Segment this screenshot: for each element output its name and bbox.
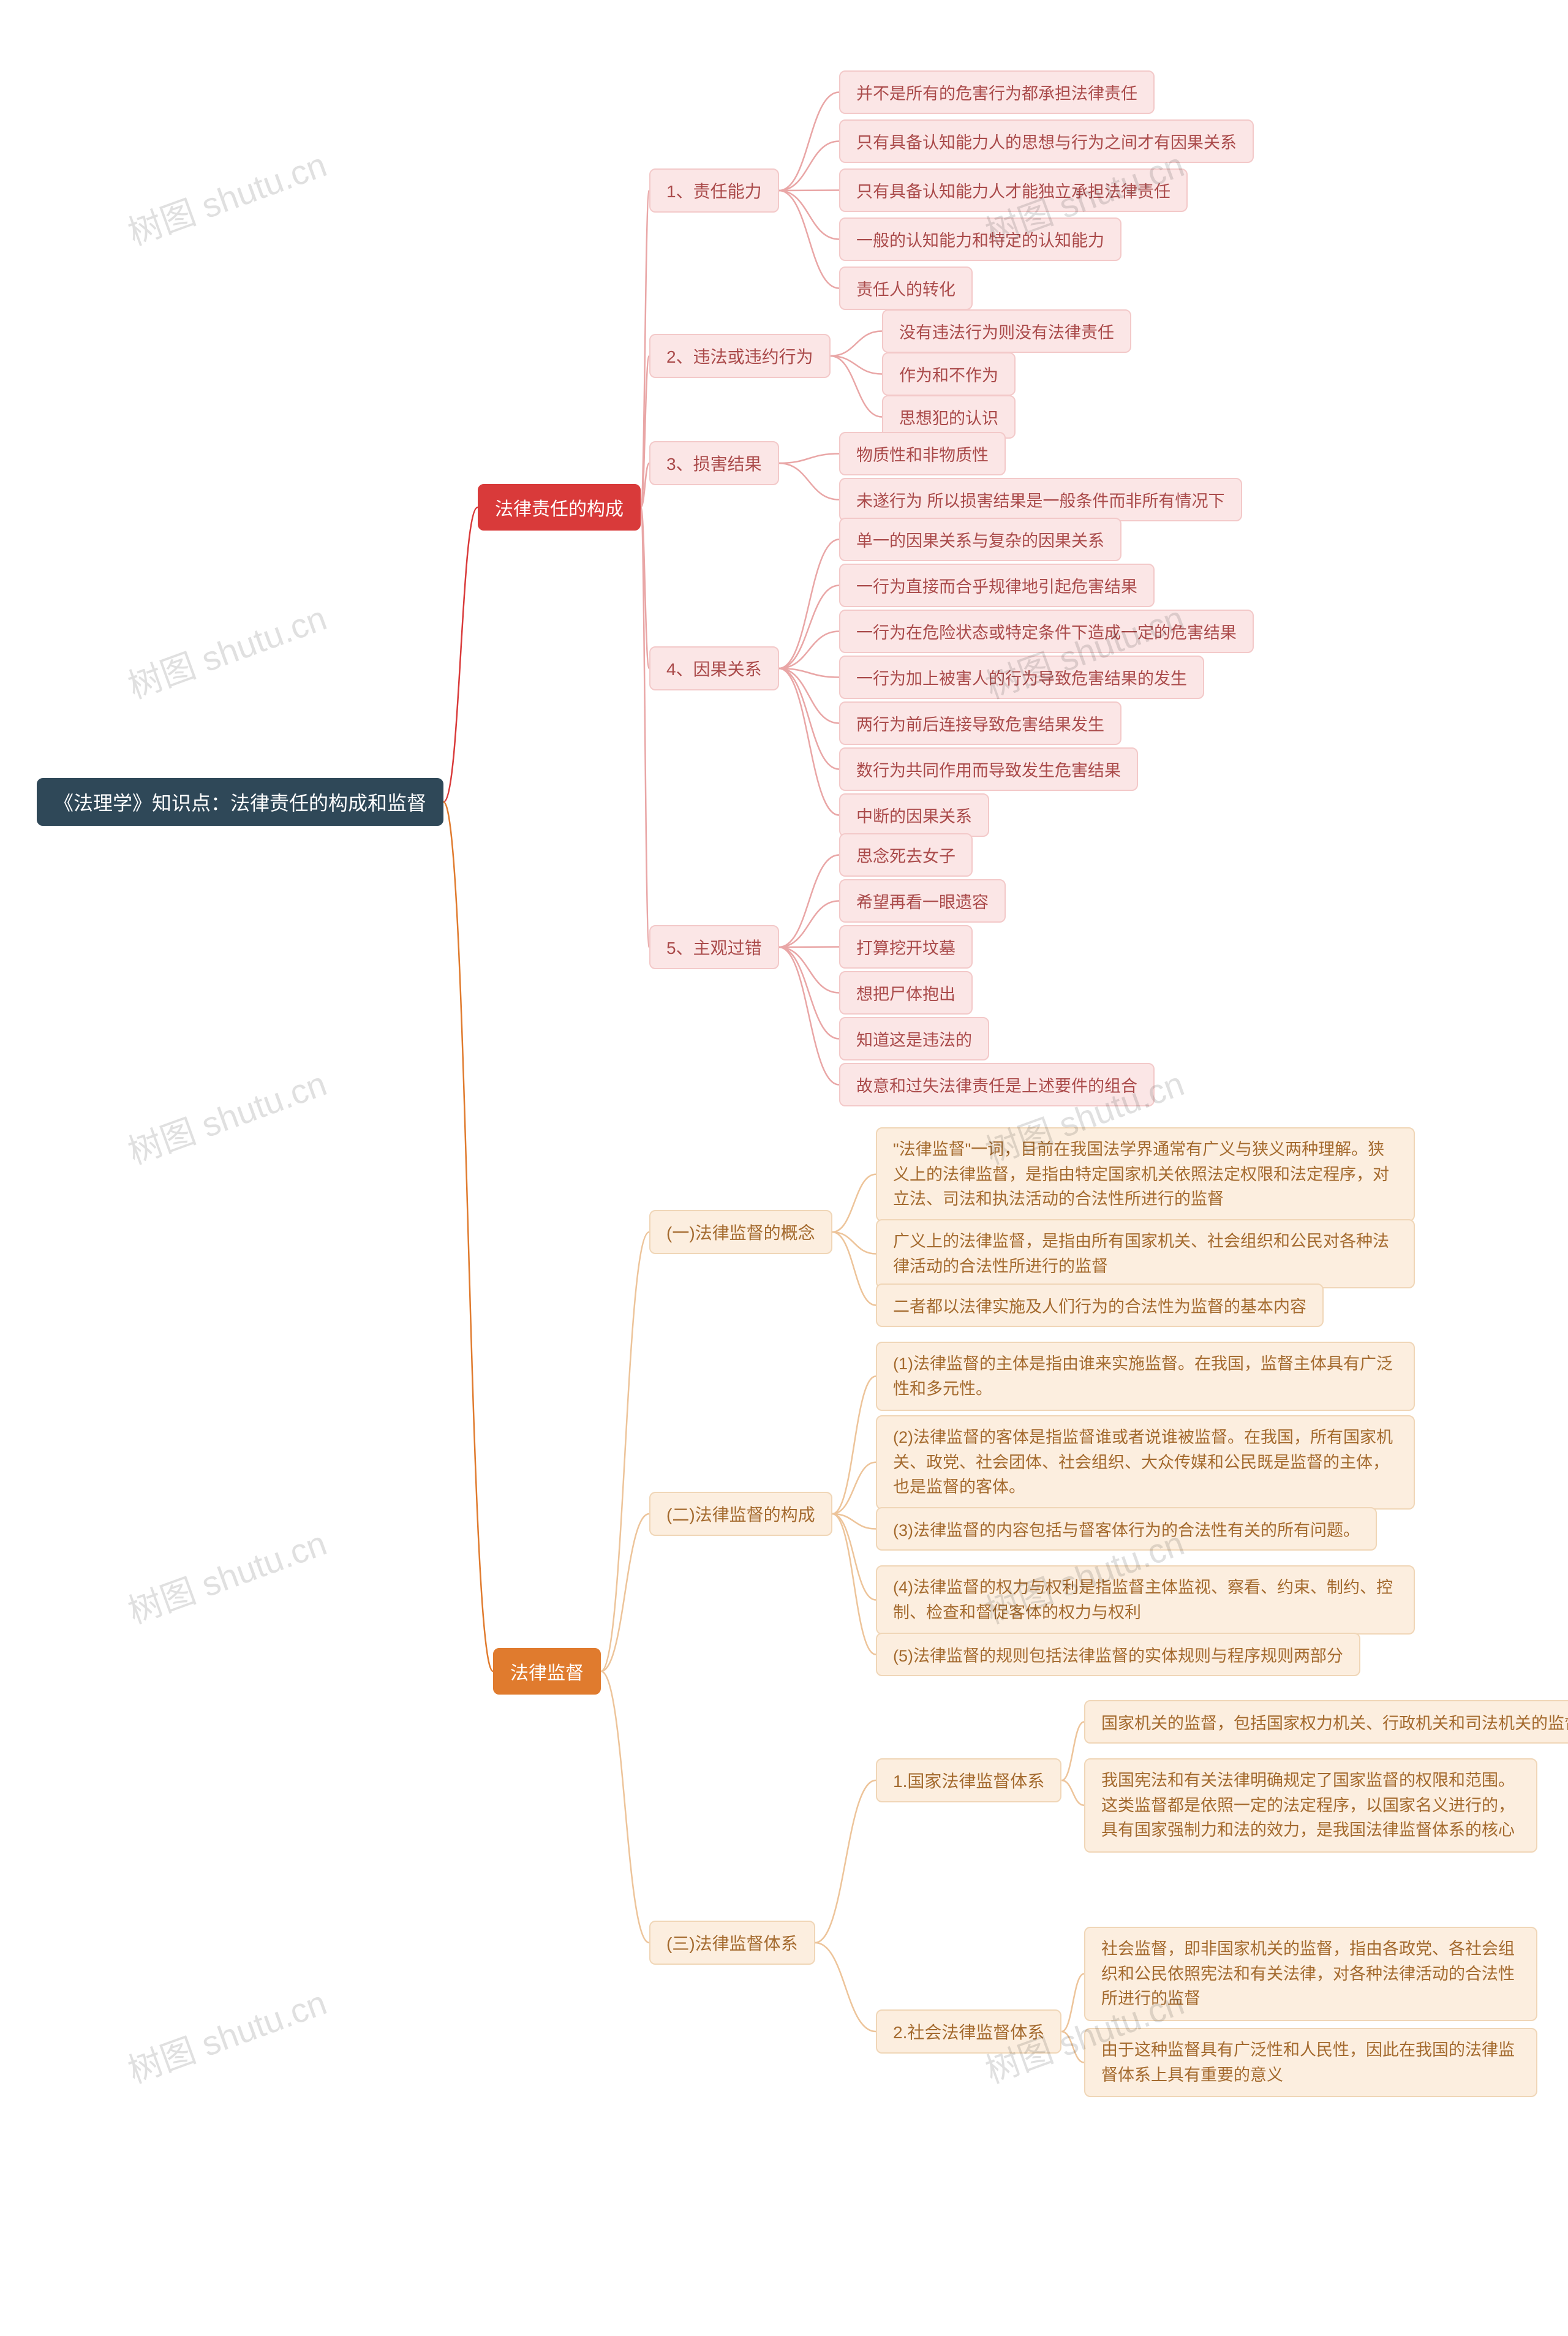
mindmap-node-A3b[interactable]: 未遂行为 所以损害结果是一般条件而非所有情况下 [839,478,1242,521]
edge-B2-B2b [832,1462,876,1514]
mindmap-node-A5e[interactable]: 知道这是违法的 [839,1017,989,1060]
edge-B2-B2e [832,1514,876,1655]
mindmap-node-B2c[interactable]: (3)法律监督的内容包括与督客体行为的合法性有关的所有问题。 [876,1507,1377,1551]
edge-A2-A2c [831,356,882,417]
mindmap-node-B3_1b[interactable]: 我国宪法和有关法律明确规定了国家监督的权限和范围。这类监督都是依照一定的法定程序… [1084,1758,1537,1853]
mindmap-node-A5b[interactable]: 希望再看一眼遗容 [839,879,1006,923]
mindmap-node-B3_2[interactable]: 2.社会法律监督体系 [876,2009,1061,2054]
mindmap-node-B[interactable]: 法律监督 [493,1648,601,1695]
mindmap-node-A5c[interactable]: 打算挖开坟墓 [839,925,973,969]
edge-A1-A1d [779,191,839,240]
mindmap-node-B2a[interactable]: (1)法律监督的主体是指由谁来实施监督。在我国，监督主体具有广泛性和多元性。 [876,1342,1415,1411]
edge-root-B [443,802,493,1671]
watermark-text: 树图 shutu.cn [120,1516,333,1633]
mindmap-node-A2b[interactable]: 作为和不作为 [882,352,1016,396]
edge-B3_1-B3_1a [1061,1722,1084,1781]
mindmap-node-A4c[interactable]: 一行为在危险状态或特定条件下造成一定的危害结果 [839,610,1254,653]
edge-A1-A1b [779,142,839,191]
edge-B3_1-B3_1b [1061,1780,1084,1805]
mindmap-node-B3_2a[interactable]: 社会监督，即非国家机关的监督，指由各政党、各社会组织和公民依照宪法和有关法律，对… [1084,1927,1537,2021]
edge-A5-A5a [779,855,839,948]
edge-A-A2 [641,356,649,507]
edge-B3-B3_2 [815,1943,876,2032]
mindmap-node-B3_2b[interactable]: 由于这种监督具有广泛性和人民性，因此在我国的法律监督体系上具有重要的意义 [1084,2028,1537,2097]
mindmap-node-A3a[interactable]: 物质性和非物质性 [839,432,1006,475]
edge-B2-B2d [832,1514,876,1600]
edge-A5-A5e [779,947,839,1039]
edge-A4-A4f [779,668,839,769]
mindmap-node-A4d[interactable]: 一行为加上被害人的行为导致危害结果的发生 [839,656,1204,699]
mindmap-node-B1[interactable]: (一)法律监督的概念 [649,1210,832,1254]
edge-root-A [443,507,478,802]
edge-A-A3 [641,463,649,507]
mindmap-node-B2e[interactable]: (5)法律监督的规则包括法律监督的实体规则与程序规则两部分 [876,1633,1360,1676]
mindmap-node-A3[interactable]: 3、损害结果 [649,441,779,485]
mindmap-node-A4e[interactable]: 两行为前后连接导致危害结果发生 [839,701,1121,745]
mindmap-node-B1b[interactable]: 广义上的法律监督，是指由所有国家机关、社会组织和公民对各种法律活动的合法性所进行… [876,1219,1415,1288]
mindmap-node-B3[interactable]: (三)法律监督体系 [649,1921,815,1965]
edge-A4-A4c [779,632,839,669]
mindmap-node-A1c[interactable]: 只有具备认知能力人才能独立承担法律责任 [839,168,1188,212]
watermark-text: 树图 shutu.cn [120,1056,333,1174]
mindmap-node-A4[interactable]: 4、因果关系 [649,646,779,690]
mindmap-node-B3_1[interactable]: 1.国家法律监督体系 [876,1758,1061,1802]
edge-A1-A1e [779,191,839,289]
mindmap-node-A2a[interactable]: 没有违法行为则没有法律责任 [882,309,1131,353]
mindmap-node-A1d[interactable]: 一般的认知能力和特定的认知能力 [839,217,1121,261]
mindmap-node-A5[interactable]: 5、主观过错 [649,925,779,969]
edge-A2-A2b [831,356,882,374]
edge-A4-A4d [779,668,839,678]
edge-A5-A5f [779,947,839,1085]
mindmap-node-A4g[interactable]: 中断的因果关系 [839,793,989,837]
edge-A4-A4a [779,540,839,669]
edge-B3-B3_1 [815,1780,876,1943]
edge-B-B2 [601,1514,649,1671]
edge-A-A4 [641,507,649,668]
mindmap-node-A4b[interactable]: 一行为直接而合乎规律地引起危害结果 [839,564,1155,607]
mindmap-node-A4a[interactable]: 单一的因果关系与复杂的因果关系 [839,518,1121,561]
edge-A5-A5c [779,947,839,948]
edge-A5-A5d [779,947,839,993]
mindmap-node-A5a[interactable]: 思念死去女子 [839,833,973,877]
edge-B1-B1c [832,1232,876,1306]
mindmap-node-A1a[interactable]: 并不是所有的危害行为都承担法律责任 [839,70,1155,114]
edge-A4-A4e [779,668,839,724]
watermark-text: 树图 shutu.cn [120,591,333,708]
mindmap-node-A1e[interactable]: 责任人的转化 [839,266,973,310]
edge-B2-B2c [832,1514,876,1529]
edge-B1-B1b [832,1232,876,1254]
mindmap-node-root[interactable]: 《法理学》知识点：法律责任的构成和监督 [37,778,443,826]
mindmap-node-B2[interactable]: (二)法律监督的构成 [649,1492,832,1536]
mindmap-node-A1b[interactable]: 只有具备认知能力人的思想与行为之间才有因果关系 [839,119,1254,163]
mindmap-node-A4f[interactable]: 数行为共同作用而导致发生危害结果 [839,747,1138,791]
edge-B3_2-B3_2b [1061,2032,1084,2063]
edge-A2-A2a [831,331,882,357]
edge-A1-A1a [779,93,839,191]
mindmap-node-B2d[interactable]: (4)法律监督的权力与权利是指监督主体监视、察看、约束、制约、控制、检查和督促客… [876,1565,1415,1635]
edge-B1-B1a [832,1174,876,1232]
edge-A5-A5b [779,901,839,948]
edge-B3_2-B3_2a [1061,1974,1084,2032]
edge-B2-B2a [832,1377,876,1514]
watermark-text: 树图 shutu.cn [120,137,333,255]
mindmap-node-B1c[interactable]: 二者都以法律实施及人们行为的合法性为监督的基本内容 [876,1283,1324,1327]
edge-A4-A4b [779,586,839,669]
edge-A-A5 [641,507,649,947]
mindmap-node-A2[interactable]: 2、违法或违约行为 [649,334,831,378]
mindmap-node-A[interactable]: 法律责任的构成 [478,484,641,531]
mindmap-node-A1[interactable]: 1、责任能力 [649,168,779,213]
mindmap-node-B2b[interactable]: (2)法律监督的客体是指监督谁或者说谁被监督。在我国，所有国家机关、政党、社会团… [876,1415,1415,1510]
edge-A3-A3a [779,454,839,464]
watermark-text: 树图 shutu.cn [120,1975,333,2093]
edge-A-A1 [641,191,649,507]
mindmap-node-B3_1a[interactable]: 国家机关的监督，包括国家权力机关、行政机关和司法机关的监督 [1084,1700,1568,1744]
mindmap-node-A5f[interactable]: 故意和过失法律责任是上述要件的组合 [839,1063,1155,1106]
edge-B-B3 [601,1671,649,1943]
edge-B-B1 [601,1232,649,1671]
edge-A4-A4g [779,668,839,815]
mindmap-node-A5d[interactable]: 想把尸体抱出 [839,971,973,1015]
mindmap-node-B1a[interactable]: "法律监督"一词，目前在我国法学界通常有广义与狭义两种理解。狭义上的法律监督，是… [876,1127,1415,1222]
edge-A3-A3b [779,463,839,500]
